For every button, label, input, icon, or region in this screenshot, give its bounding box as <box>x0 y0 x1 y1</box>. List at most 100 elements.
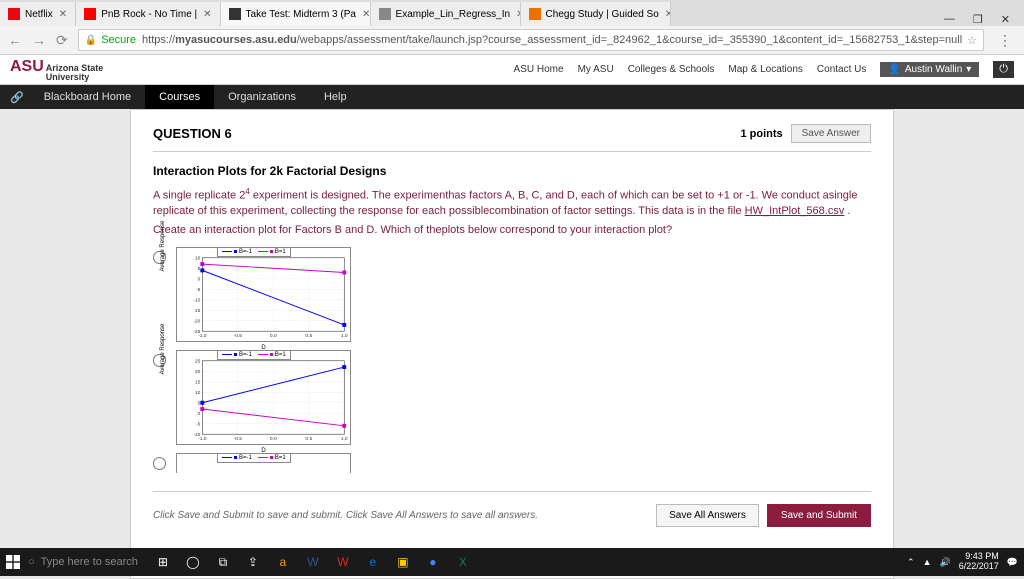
taskbar-app-icon[interactable]: W <box>334 553 352 571</box>
logout-button[interactable]: ⏻ <box>993 61 1014 78</box>
asu-nav-link[interactable]: Map & Locations <box>728 64 803 75</box>
forward-button[interactable]: → <box>32 32 46 48</box>
taskbar-app-icon[interactable]: ⇪ <box>244 553 262 571</box>
svg-text:-20: -20 <box>193 319 200 325</box>
svg-text:-0.5: -0.5 <box>234 436 243 442</box>
taskbar-app-icon[interactable]: a <box>274 553 292 571</box>
tab-bar: Netflix✕PnB Rock - No Time |✕Take Test: … <box>0 0 1024 26</box>
plot-legend: B=-1 B=1 <box>217 350 291 360</box>
url-text: https://myasucourses.asu.edu/webapps/ass… <box>142 34 962 46</box>
close-tab-icon[interactable]: ✕ <box>59 9 67 20</box>
user-menu[interactable]: 👤 Austin Wallin ▾ <box>880 62 979 77</box>
save-all-answers-button[interactable]: Save All Answers <box>656 504 759 527</box>
asu-nav-link[interactable]: My ASU <box>578 64 614 75</box>
taskbar-app-icon[interactable]: ◯ <box>184 553 202 571</box>
taskbar-search[interactable]: ○ Type here to search <box>28 556 138 568</box>
bb-nav-item[interactable]: Courses <box>145 85 214 109</box>
tab-label: Example_Lin_Regress_In <box>396 9 511 20</box>
blackboard-nav: 🔗 Blackboard HomeCoursesOrganizationsHel… <box>0 85 1024 109</box>
tab-label: PnB Rock - No Time | <box>101 9 197 20</box>
svg-text:-0.5: -0.5 <box>234 333 243 339</box>
tab-label: Chegg Study | Guided So <box>546 9 659 20</box>
browser-tab[interactable]: Chegg Study | Guided So ✕ <box>521 2 671 26</box>
y-axis-label: Average Response <box>160 221 166 272</box>
svg-text:1.0: 1.0 <box>341 333 348 339</box>
close-tab-icon[interactable]: ✕ <box>203 9 211 20</box>
asu-nav-link[interactable]: Contact Us <box>817 64 866 75</box>
svg-text:20: 20 <box>195 369 201 375</box>
url-input[interactable]: 🔒 Secure https://myasucourses.asu.edu/we… <box>78 29 984 51</box>
answer-option: B=-1 B=1 <box>153 453 871 473</box>
maximize-button[interactable]: ❐ <box>973 13 983 26</box>
asu-logo[interactable]: ASU Arizona State University <box>10 58 103 82</box>
asu-links: ASU Home My ASU Colleges & Schools Map & Lo… <box>514 61 1014 78</box>
svg-text:-5: -5 <box>196 422 201 428</box>
plot-legend: B=-1 B=1 <box>217 247 291 257</box>
close-tab-icon[interactable]: ✕ <box>665 9 671 20</box>
tab-label: Netflix <box>25 9 53 20</box>
csv-link[interactable]: HW_IntPlot_568.csv <box>745 205 845 217</box>
save-and-submit-button[interactable]: Save and Submit <box>767 504 871 527</box>
favicon <box>379 8 391 20</box>
minimize-button[interactable]: — <box>944 13 955 26</box>
svg-text:5: 5 <box>198 401 201 407</box>
bookmark-icon[interactable]: ☆ <box>967 34 977 47</box>
reload-button[interactable]: ⟳ <box>56 32 68 49</box>
notification-icon[interactable]: 💬 <box>1007 557 1018 568</box>
chevron-down-icon: ▾ <box>966 64 971 75</box>
tab-label: Take Test: Midterm 3 (Pa <box>246 9 356 20</box>
bb-nav-item[interactable]: Help <box>310 85 361 109</box>
lock-icon: 🔒 <box>85 35 97 46</box>
system-tray: ⌃ ▲ 🔊 9:43 PM 6/22/2017 💬 <box>907 552 1018 572</box>
question-body-2: Create an interaction plot for Factors B… <box>153 223 871 238</box>
svg-text:-15: -15 <box>193 308 200 314</box>
favicon <box>529 8 541 20</box>
taskbar-app-icon[interactable]: X <box>454 553 472 571</box>
browser-tab[interactable]: Take Test: Midterm 3 (Pa ✕ <box>221 2 371 26</box>
browser-tab[interactable]: Example_Lin_Regress_In✕ <box>371 2 521 26</box>
asu-nav-link[interactable]: Colleges & Schools <box>628 64 715 75</box>
svg-text:0.5: 0.5 <box>305 436 312 442</box>
taskbar-app-icon[interactable]: ▣ <box>394 553 412 571</box>
svg-text:25: 25 <box>195 359 201 365</box>
taskbar-app-icon[interactable]: ● <box>424 553 442 571</box>
svg-text:5: 5 <box>198 266 201 272</box>
save-answer-button[interactable]: Save Answer <box>791 124 871 143</box>
svg-text:1.0: 1.0 <box>341 436 348 442</box>
content-area: QUESTION 6 1 points Save Answer Interact… <box>0 109 1024 579</box>
taskbar-app-icon[interactable]: ⊞ <box>154 553 172 571</box>
question-body-1: A single replicate 24 experiment is desi… <box>153 186 871 219</box>
start-button[interactable] <box>6 555 20 569</box>
interaction-plot: B=-1 B=1Average ResponseD2520151050-5-10… <box>176 350 351 445</box>
svg-text:-10: -10 <box>193 298 200 304</box>
volume-icon[interactable]: 🔊 <box>940 557 951 568</box>
asu-header: ASU Arizona State University ASU Home My … <box>0 55 1024 85</box>
svg-text:-1.0: -1.0 <box>198 333 207 339</box>
svg-text:-5: -5 <box>196 287 201 293</box>
browser-menu-button[interactable]: ⋮ <box>994 32 1016 49</box>
asu-nav-link[interactable]: ASU Home <box>514 64 564 75</box>
taskbar-app-icon[interactable]: ⧉ <box>214 553 232 571</box>
back-button[interactable]: ← <box>8 32 22 48</box>
taskbar-app-icon[interactable]: W <box>304 553 322 571</box>
close-window-button[interactable]: ✕ <box>1001 13 1010 26</box>
answer-radio[interactable] <box>153 457 166 470</box>
taskbar-apps: ⊞◯⧉⇪aWWe▣●X <box>154 553 472 571</box>
footer-instructions: Click Save and Submit to save and submit… <box>153 510 538 521</box>
svg-text:0: 0 <box>198 277 201 283</box>
browser-tab[interactable]: Netflix ✕ <box>0 2 76 26</box>
svg-text:-1.0: -1.0 <box>198 436 207 442</box>
clock[interactable]: 9:43 PM 6/22/2017 <box>959 552 999 572</box>
svg-text:10: 10 <box>195 256 201 262</box>
search-icon: ○ <box>28 556 35 568</box>
tray-icon[interactable]: ⌃ <box>907 557 915 568</box>
network-icon[interactable]: ▲ <box>923 557 932 567</box>
taskbar-app-icon[interactable]: e <box>364 553 382 571</box>
browser-tab[interactable]: PnB Rock - No Time | ✕ <box>76 2 220 26</box>
bb-nav-item[interactable]: Blackboard Home <box>30 85 145 109</box>
bb-nav-item[interactable]: Organizations <box>214 85 310 109</box>
question-title: Interaction Plots for 2k Factorial Desig… <box>153 164 871 178</box>
secure-label: Secure <box>101 34 136 46</box>
close-tab-icon[interactable]: ✕ <box>362 9 370 20</box>
svg-text:15: 15 <box>195 380 201 386</box>
